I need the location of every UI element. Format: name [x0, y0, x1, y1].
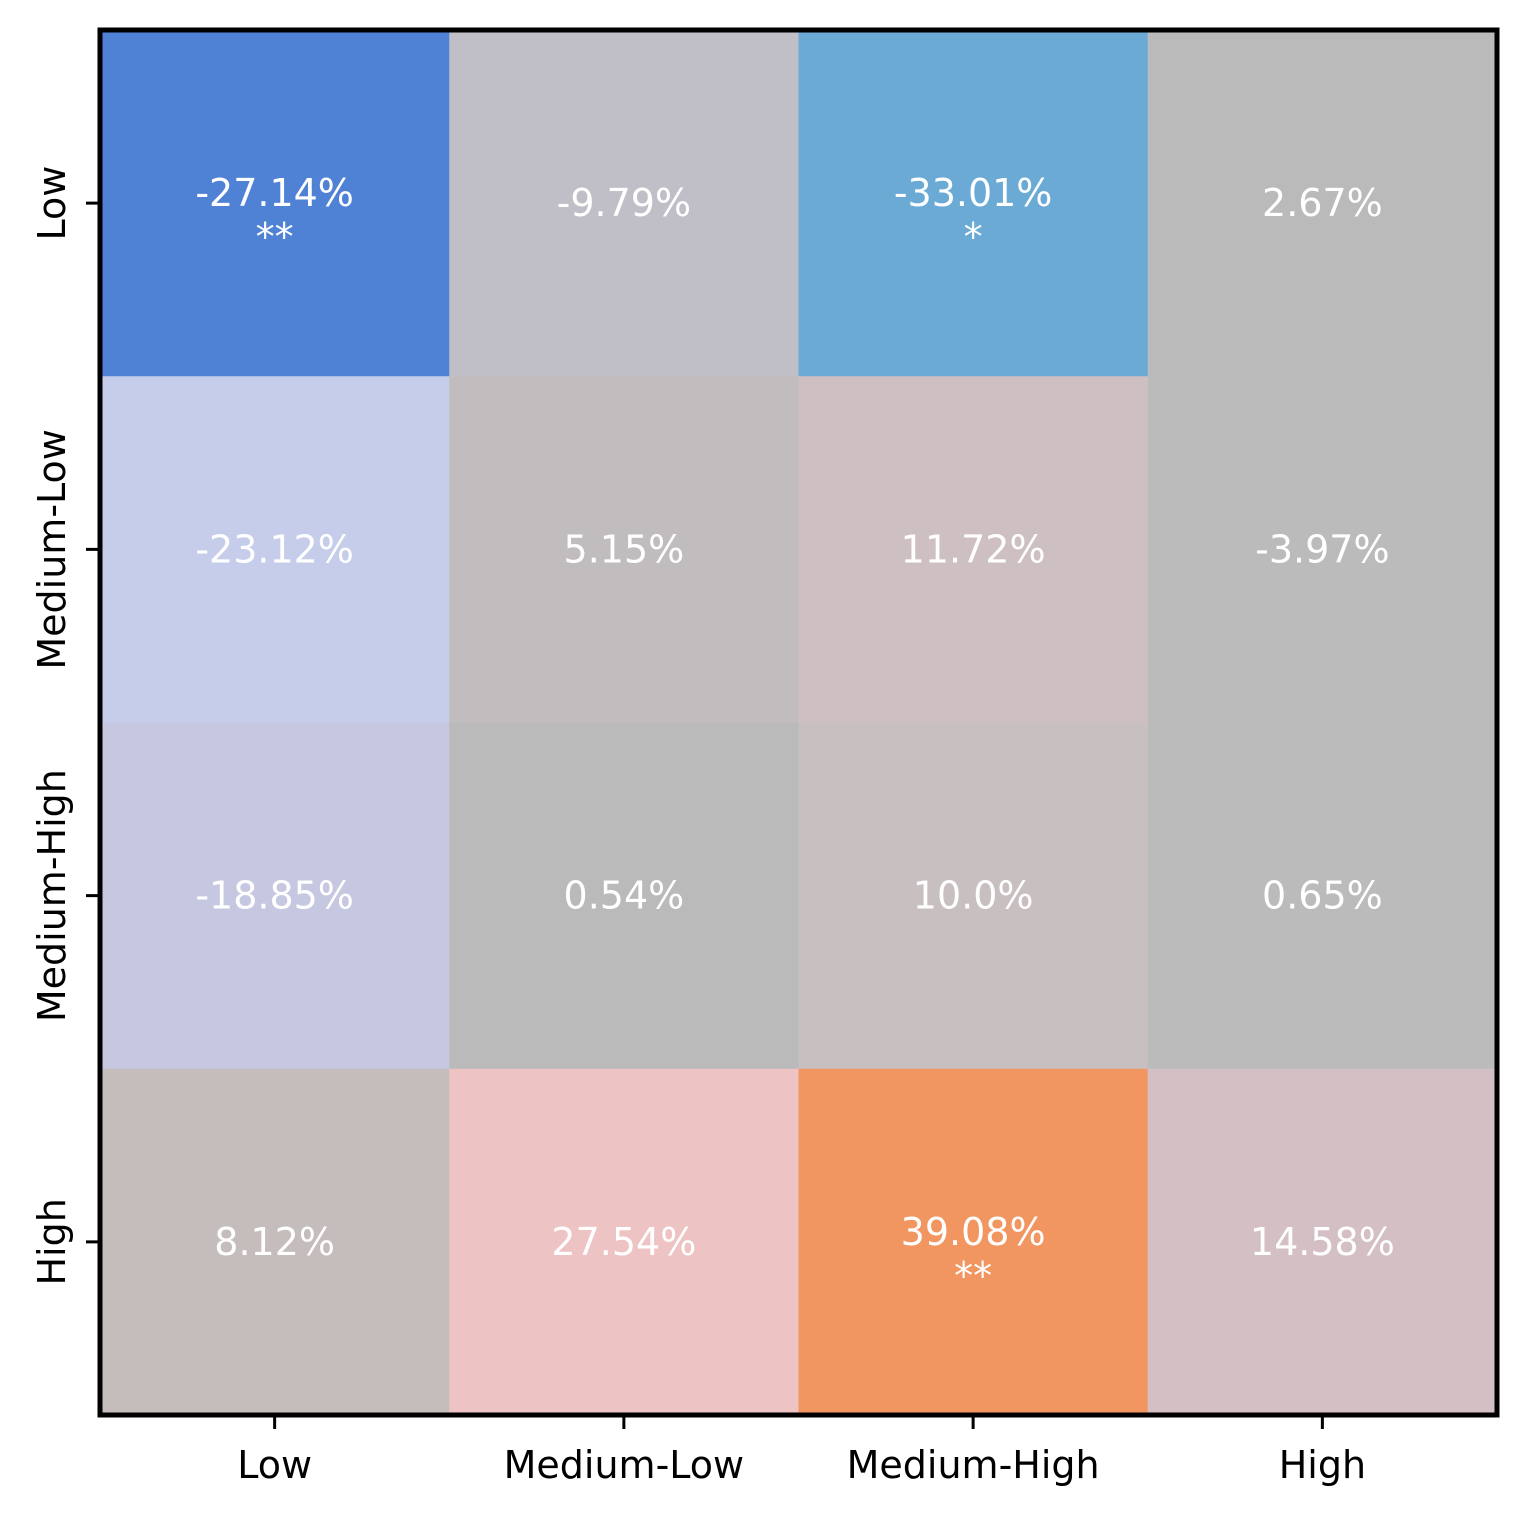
cell-significance-label: * — [964, 215, 983, 259]
heatmap-annotations: -27.14%**-9.79% -33.01%*2.67%-23.12% 5.15%… — [195, 171, 1395, 1298]
cell-significance-label: ** — [256, 215, 294, 259]
heatmap-cell-r1-c1 — [449, 376, 799, 723]
x-axis-ticks: Low Medium-Low Medium-High High — [237, 1415, 1366, 1487]
cell-value-label: -23.12% — [195, 527, 354, 571]
cell-value-label: -3.97% — [1255, 527, 1389, 571]
cell-value-label: -33.01% — [894, 171, 1053, 215]
cell-value-label: -27.14% — [195, 171, 354, 215]
heatmap-cell-r0-c3 — [1147, 30, 1498, 377]
y-tick-label: High — [30, 1198, 74, 1285]
cell-value-label: 27.54% — [551, 1220, 696, 1264]
y-tick-label: Medium-Low — [30, 429, 74, 670]
y-tick-label: Low — [30, 166, 74, 241]
cell-value-label: 14.58% — [1250, 1220, 1395, 1264]
cell-value-label: 0.54% — [564, 874, 685, 918]
heatmap-cells — [100, 30, 1498, 1416]
y-tick-label: Medium-High — [30, 769, 74, 1022]
x-tick-label: High — [1279, 1443, 1366, 1487]
cell-value-label: -18.85% — [195, 874, 354, 918]
heatmap-cell-r2-c1 — [449, 722, 799, 1070]
cell-significance-label: ** — [954, 1254, 992, 1298]
heatmap-cell-r3-c2 — [798, 1068, 1149, 1416]
x-tick-label: Low — [237, 1443, 312, 1487]
heatmap-cell-r1-c2 — [798, 376, 1149, 723]
heatmap-cell-r1-c3 — [1147, 376, 1498, 723]
heatmap-cell-r1-c0 — [100, 376, 450, 723]
cell-value-label: 5.15% — [564, 527, 685, 571]
heatmap-cell-r0-c0 — [100, 30, 450, 377]
cell-value-label: 39.08% — [901, 1210, 1046, 1254]
heatmap-cell-r2-c3 — [1147, 722, 1498, 1070]
y-axis-ticks: Low Medium-Low Medium-High High — [30, 166, 100, 1286]
cell-value-label: 8.12% — [214, 1220, 335, 1264]
cell-value-label: 0.65% — [1262, 874, 1383, 918]
heatmap-cell-r2-c0 — [100, 722, 450, 1070]
heatmap-cell-r2-c2 — [798, 722, 1149, 1070]
plot-frame — [97, 27, 1500, 1418]
x-tick-label: Medium-Low — [504, 1443, 745, 1487]
cell-value-label: 10.0% — [913, 874, 1034, 918]
heatmap-cell-r3-c0 — [100, 1068, 450, 1416]
heatmap-cell-r0-c2 — [798, 30, 1149, 377]
cell-value-label: -9.79% — [557, 181, 691, 225]
cell-value-label: 11.72% — [901, 527, 1046, 571]
heatmap-cell-r3-c1 — [449, 1068, 799, 1416]
heatmap-cell-r0-c1 — [449, 30, 799, 377]
cell-value-label: 2.67% — [1262, 181, 1383, 225]
heatmap-cell-r3-c3 — [1147, 1068, 1498, 1416]
x-tick-label: Medium-High — [847, 1443, 1100, 1487]
